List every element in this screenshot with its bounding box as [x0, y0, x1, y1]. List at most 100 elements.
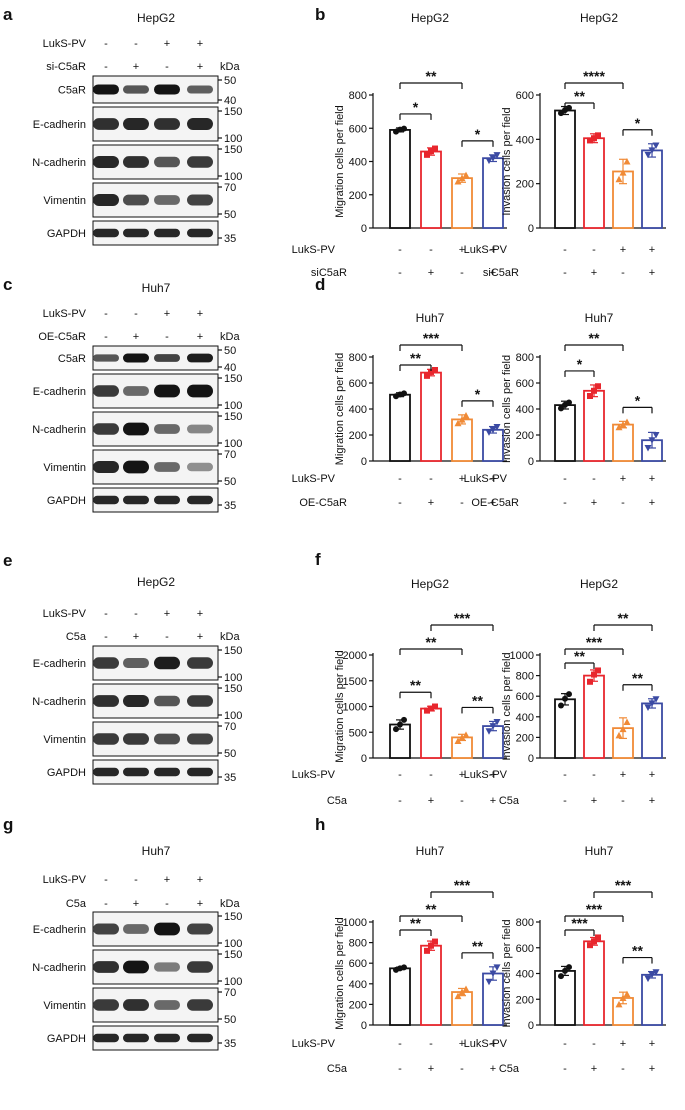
marker-label: 100: [224, 171, 242, 183]
significance-label: ****: [583, 68, 605, 84]
marker-label: 50: [224, 209, 236, 221]
condition-sign: +: [459, 473, 465, 485]
y-axis-label: Migration cells per field: [334, 105, 346, 218]
marker-label: 100: [224, 672, 242, 684]
marker-label: 100: [224, 710, 242, 722]
data-point: [644, 445, 652, 452]
marker-label: 50: [224, 748, 236, 760]
blot-band: [187, 733, 213, 745]
blot-band: [93, 657, 119, 669]
data-point: [458, 733, 466, 741]
condition-label: C5a: [327, 795, 348, 807]
marker-label: 100: [224, 438, 242, 450]
data-point: [428, 705, 434, 712]
significance-label: ***: [586, 901, 603, 917]
condition-sign: -: [563, 497, 567, 509]
condition-sign: -: [398, 244, 402, 256]
condition-sign: -: [429, 1038, 433, 1050]
data-point: [615, 175, 623, 183]
data-point: [462, 171, 470, 179]
blot-band: [187, 228, 213, 238]
marker-label: 100: [224, 400, 242, 412]
condition-sign: +: [649, 244, 655, 256]
condition-sign: -: [563, 267, 567, 279]
y-tick-label: 200: [516, 430, 534, 442]
condition-label: LukS-PV: [464, 1038, 508, 1050]
blot-row-vimentin: Vimentin 70 50: [43, 987, 236, 1026]
blot-band: [187, 923, 213, 935]
marker-label: 35: [224, 500, 236, 512]
marker-label: 150: [224, 683, 242, 695]
blot-band: [154, 384, 180, 398]
condition-sign: -: [621, 267, 625, 279]
marker-label: 70: [224, 449, 236, 461]
condition-sign: -: [398, 1063, 402, 1075]
condition-sign: +: [490, 1063, 496, 1075]
blot-band: [154, 733, 180, 745]
marker-label: 150: [224, 373, 242, 385]
y-tick-label: 1500: [343, 676, 367, 688]
bar: [420, 944, 442, 1026]
condition-sign: -: [104, 898, 108, 910]
condition-sign: +: [620, 1038, 626, 1050]
data-point: [619, 994, 627, 1001]
bar: [451, 177, 473, 229]
condition-label: C5a: [327, 1063, 348, 1075]
blot-row-vimentin: Vimentin 70 50: [43, 449, 236, 488]
blot-row-gapdh: GAPDH 35: [47, 220, 236, 246]
condition-sign: -: [621, 795, 625, 807]
y-tick-label: 800: [349, 352, 367, 364]
blot-band: [187, 353, 213, 363]
condition-sign: +: [649, 267, 655, 279]
condition-sign: +: [133, 898, 139, 910]
data-point: [432, 938, 438, 945]
condition-label: si-C5aR: [46, 61, 86, 73]
marker-label: 100: [224, 938, 242, 950]
data-point: [591, 671, 597, 678]
significance-label: **: [410, 915, 421, 931]
chart-title: HepG2: [580, 11, 618, 25]
y-axis-label: Migration cells per field: [334, 650, 346, 763]
condition-sign: +: [197, 608, 203, 620]
bar: [641, 973, 663, 1026]
blot-band: [93, 1033, 119, 1043]
condition-label: LukS-PV: [292, 769, 336, 781]
bar: [451, 991, 473, 1026]
data-point: [652, 969, 660, 976]
condition-sign: +: [649, 795, 655, 807]
blot-band: [93, 923, 119, 935]
bar: [420, 371, 442, 462]
significance-label: ***: [586, 634, 603, 650]
blot-row-e-cadherin: E-cadherin 150 100: [33, 911, 243, 950]
y-tick-label: 600: [516, 90, 534, 102]
y-tick-label: 800: [516, 671, 534, 683]
panel-letter: h: [315, 815, 325, 834]
cell-line-title: Huh7: [142, 844, 171, 858]
blot-band: [154, 962, 180, 972]
data-point: [432, 703, 438, 710]
blot-band: [187, 424, 213, 434]
condition-sign: +: [133, 331, 139, 343]
blot-row-e-cadherin: E-cadherin 150 100: [33, 106, 243, 145]
chart-title: Huh7: [585, 311, 614, 325]
protein-label: E-cadherin: [33, 386, 86, 398]
condition-sign: +: [620, 769, 626, 781]
blot-band: [123, 156, 149, 168]
bar: [554, 404, 576, 462]
condition-sign: +: [490, 1038, 496, 1050]
y-tick-label: 2000: [343, 650, 367, 662]
data-point: [591, 938, 597, 945]
cell-line-title: HepG2: [137, 11, 175, 25]
condition-sign: +: [428, 795, 434, 807]
significance-label: ***: [423, 330, 440, 346]
blot-band: [93, 999, 119, 1011]
blot-row-n-cadherin: N-cadherin 150 100: [32, 144, 242, 183]
condition-sign: +: [197, 308, 203, 320]
blot-band: [93, 84, 119, 95]
condition-sign: -: [460, 267, 464, 279]
marker-label: 70: [224, 182, 236, 194]
condition-sign: +: [197, 631, 203, 643]
blot-band: [93, 767, 119, 777]
